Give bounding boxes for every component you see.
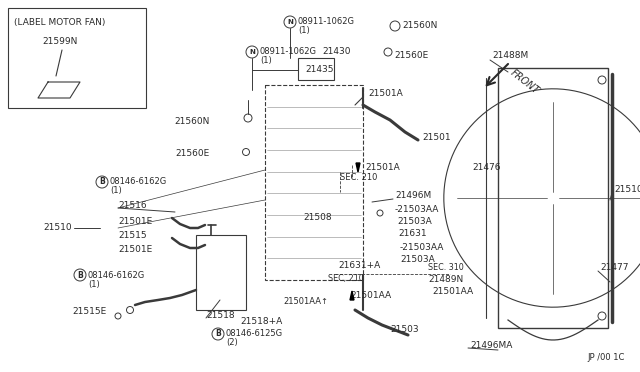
Text: FRONT: FRONT — [509, 68, 541, 96]
Text: B: B — [77, 270, 83, 279]
Text: 21476: 21476 — [472, 164, 500, 173]
Bar — [298, 58, 334, 80]
Text: 08911-1062G: 08911-1062G — [260, 48, 317, 57]
Text: 21501E: 21501E — [118, 246, 152, 254]
Text: 21518: 21518 — [206, 311, 235, 320]
Bar — [265, 85, 363, 280]
Text: 21477: 21477 — [600, 263, 628, 273]
Text: 21503A: 21503A — [400, 254, 435, 263]
Text: (1): (1) — [110, 186, 122, 196]
Text: 21560N: 21560N — [402, 22, 437, 31]
Text: 21501AA: 21501AA — [350, 292, 391, 301]
Text: N: N — [249, 49, 255, 55]
Text: 21501AA: 21501AA — [432, 288, 473, 296]
Text: 21501E: 21501E — [118, 218, 152, 227]
Text: (LABEL MOTOR FAN): (LABEL MOTOR FAN) — [14, 17, 106, 26]
Text: 21496M: 21496M — [395, 190, 431, 199]
Text: 21631: 21631 — [398, 230, 427, 238]
Text: 08146-6125G: 08146-6125G — [226, 330, 283, 339]
Text: 21510: 21510 — [44, 224, 72, 232]
Text: (1): (1) — [260, 57, 272, 65]
Text: 21503A: 21503A — [397, 218, 432, 227]
Text: N: N — [287, 19, 293, 25]
Text: 21501A: 21501A — [368, 89, 403, 97]
Text: 21515E: 21515E — [72, 308, 106, 317]
Text: 21508: 21508 — [303, 214, 332, 222]
Text: 08146-6162G: 08146-6162G — [110, 177, 167, 186]
Bar — [8, 8, 146, 108]
Polygon shape — [350, 291, 354, 300]
Text: 21501AA↑: 21501AA↑ — [283, 298, 328, 307]
Text: 21510G: 21510G — [614, 186, 640, 195]
Text: B: B — [215, 330, 221, 339]
Text: 21631+A: 21631+A — [338, 262, 380, 270]
Text: (2): (2) — [226, 339, 237, 347]
Text: 21501: 21501 — [422, 134, 451, 142]
Text: 21488M: 21488M — [492, 51, 528, 61]
Text: 21560N: 21560N — [175, 116, 210, 125]
Text: 21515: 21515 — [118, 231, 147, 241]
Text: JP /00 1C: JP /00 1C — [588, 353, 625, 362]
Text: 21518+A: 21518+A — [240, 317, 282, 327]
Text: 21496MA: 21496MA — [470, 340, 513, 350]
Text: 21430: 21430 — [322, 48, 351, 57]
Bar — [498, 68, 608, 328]
Text: 21560E: 21560E — [394, 51, 428, 60]
Text: 21599N: 21599N — [42, 38, 77, 46]
Text: SEC. 310: SEC. 310 — [428, 263, 464, 273]
Text: (1): (1) — [298, 26, 310, 35]
Text: 21435: 21435 — [305, 65, 333, 74]
Text: 21501A: 21501A — [365, 163, 400, 171]
Text: (1): (1) — [88, 279, 100, 289]
Text: 08911-1062G: 08911-1062G — [298, 17, 355, 26]
Text: 08146-6162G: 08146-6162G — [88, 270, 145, 279]
Text: SEC. 210: SEC. 210 — [340, 173, 378, 183]
Text: 21503: 21503 — [390, 326, 419, 334]
Text: B: B — [99, 177, 105, 186]
Text: 21489N: 21489N — [428, 276, 463, 285]
Text: -21503AA: -21503AA — [400, 243, 444, 251]
Bar — [196, 235, 246, 310]
Text: 21560E: 21560E — [176, 150, 210, 158]
Text: SEC, 210: SEC, 210 — [328, 273, 364, 282]
Text: -21503AA: -21503AA — [395, 205, 440, 215]
Text: 21516: 21516 — [118, 201, 147, 209]
Polygon shape — [356, 163, 360, 172]
